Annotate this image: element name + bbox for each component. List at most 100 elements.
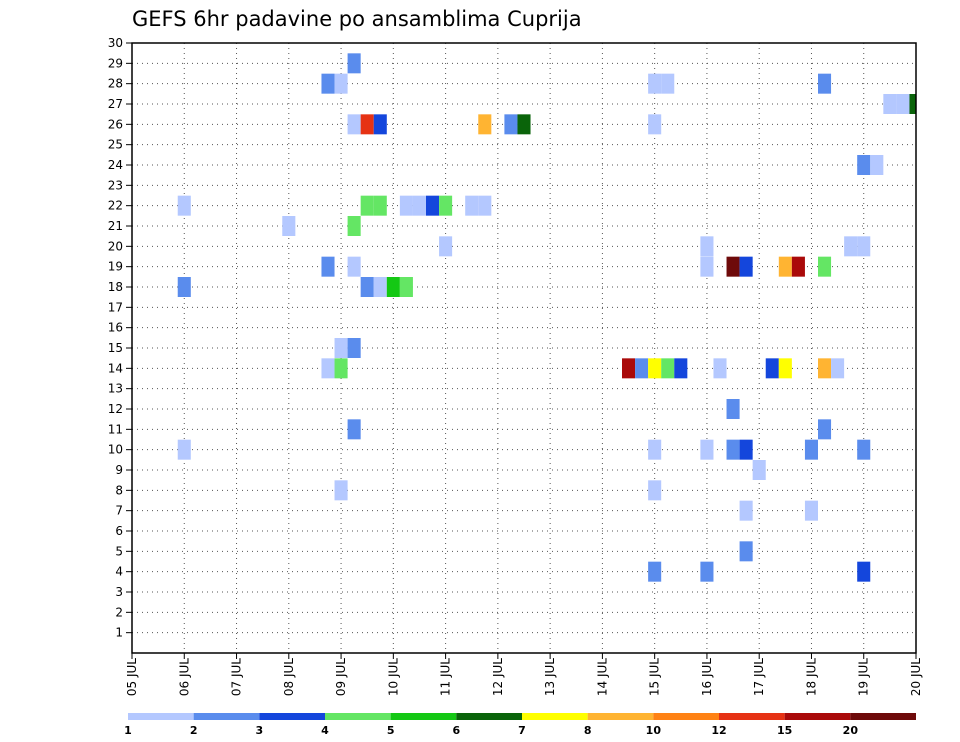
- x-tick-label: 20 JUL: [909, 658, 923, 696]
- precip-cell: [177, 439, 191, 460]
- legend-swatch: [390, 713, 457, 720]
- x-tick-label: 05 JUL: [125, 658, 139, 696]
- x-tick-label: 06 JUL: [177, 658, 191, 696]
- precip-cell: [622, 358, 636, 379]
- y-tick-label: 25: [108, 138, 123, 152]
- legend-label: 4: [321, 724, 329, 737]
- legend-label: 7: [518, 724, 526, 737]
- y-tick-label: 6: [115, 524, 123, 538]
- legend-label: 12: [711, 724, 726, 737]
- precip-cell: [804, 439, 818, 460]
- chart-title: GEFS 6hr padavine po ansamblima Cuprija: [132, 7, 582, 31]
- precip-cell: [857, 561, 871, 582]
- precip-cell: [347, 216, 361, 236]
- y-tick-label: 4: [115, 565, 123, 579]
- precip-cell: [426, 195, 440, 216]
- precip-cell: [635, 358, 649, 379]
- y-tick-label: 24: [108, 158, 123, 172]
- y-tick-label: 1: [115, 626, 123, 640]
- y-tick-label: 28: [108, 77, 123, 91]
- legend-label: 15: [777, 724, 792, 737]
- precip-cell: [648, 561, 662, 582]
- precip-cell: [739, 541, 753, 562]
- precip-cell: [334, 480, 348, 501]
- legend-label: 5: [387, 724, 395, 737]
- precip-cell: [373, 195, 387, 216]
- legend-swatch: [587, 713, 654, 720]
- precip-cell: [334, 73, 348, 94]
- precip-cell: [739, 439, 753, 460]
- y-tick-label: 18: [108, 280, 123, 294]
- legend-swatch: [456, 713, 522, 720]
- precip-cell: [517, 114, 531, 135]
- x-tick-label: 07 JUL: [230, 658, 244, 696]
- precip-cell: [360, 277, 374, 297]
- precip-cell: [321, 73, 335, 94]
- x-tick-label: 10 JUL: [386, 658, 400, 696]
- precip-cell: [360, 114, 374, 135]
- legend-swatch: [719, 713, 785, 720]
- y-tick-label: 29: [108, 56, 123, 70]
- x-tick-label: 15 JUL: [648, 658, 662, 696]
- precip-cell: [700, 561, 714, 582]
- precip-cell: [373, 277, 387, 297]
- y-tick-label: 17: [108, 300, 123, 314]
- y-tick-label: 12: [108, 402, 123, 416]
- legend-swatch: [325, 713, 391, 720]
- precip-cell: [439, 236, 453, 257]
- y-tick-label: 15: [108, 341, 123, 355]
- precip-cell: [177, 277, 191, 297]
- precip-cell: [177, 195, 191, 216]
- x-tick-label: 16 JUL: [700, 658, 714, 696]
- precip-cell: [713, 358, 727, 379]
- precip-cell: [778, 358, 792, 379]
- legend-swatch: [784, 713, 851, 720]
- legend-label: 6: [453, 724, 461, 737]
- precip-cell: [818, 358, 832, 379]
- precip-cell: [334, 338, 348, 358]
- precip-cell: [896, 94, 910, 114]
- y-tick-label: 19: [108, 260, 123, 274]
- precip-cell: [778, 256, 792, 277]
- precip-cell: [661, 73, 675, 94]
- legend-swatch: [193, 713, 260, 720]
- precip-cell: [818, 73, 832, 94]
- y-tick-label: 22: [108, 199, 123, 213]
- x-tick-label: 17 JUL: [752, 658, 766, 696]
- precip-cell: [478, 114, 492, 135]
- precip-cell: [347, 114, 361, 135]
- precip-cell: [504, 114, 518, 135]
- precip-cell: [857, 236, 871, 257]
- precip-cell: [399, 195, 413, 216]
- y-tick-label: 9: [115, 463, 123, 477]
- precip-cell: [909, 94, 916, 114]
- legend-label: 1: [124, 724, 132, 737]
- precip-cell: [791, 256, 805, 277]
- precip-cell: [739, 500, 753, 521]
- precip-cell: [282, 216, 296, 236]
- precip-cell: [412, 195, 426, 216]
- grid-lines: [132, 43, 916, 653]
- precip-cell: [648, 480, 662, 501]
- precip-cell: [726, 256, 740, 277]
- precip-cell: [700, 439, 714, 460]
- plot-frame: [131, 42, 917, 654]
- legend-swatch: [259, 713, 325, 720]
- precip-cell: [739, 256, 753, 277]
- x-tick-label: 08 JUL: [282, 658, 296, 696]
- precip-cell: [347, 338, 361, 358]
- precip-cell: [347, 53, 361, 74]
- precip-cell: [726, 439, 740, 460]
- precip-cell: [321, 358, 335, 379]
- precip-cell: [831, 358, 845, 379]
- x-tick-label: 09 JUL: [334, 658, 348, 696]
- precip-cell: [648, 439, 662, 460]
- y-tick-label: 30: [108, 36, 123, 50]
- legend-label: 10: [646, 724, 662, 737]
- precip-cell: [321, 256, 335, 277]
- precip-cell: [844, 236, 858, 257]
- precip-cell: [373, 114, 387, 135]
- y-tick-label: 27: [108, 97, 123, 111]
- precip-cell: [765, 358, 779, 379]
